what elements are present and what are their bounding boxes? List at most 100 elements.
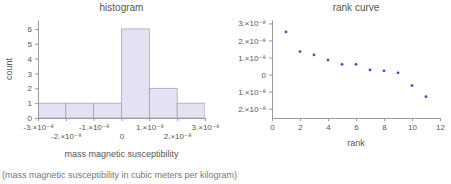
tick: -2.×10⁻⁸ bbox=[51, 118, 82, 141]
tick-label: 2.×10⁻⁸ bbox=[238, 105, 266, 114]
tick-label: 2 bbox=[298, 123, 303, 132]
tick-mark bbox=[35, 103, 38, 104]
tick-label: 0 bbox=[120, 132, 125, 141]
tick: 0 bbox=[270, 118, 275, 132]
point bbox=[341, 63, 344, 66]
tick-label: 2.×10⁻⁸ bbox=[164, 132, 192, 141]
tick-mark bbox=[35, 88, 38, 89]
tick-mark bbox=[328, 118, 329, 121]
tick-mark bbox=[269, 75, 272, 76]
panel: 0246810123.×10⁻⁸2.×10⁻⁸1.×10⁻⁸01.×10⁻⁸2.… bbox=[238, 2, 445, 148]
tick-mark bbox=[66, 118, 67, 121]
tick: 2 bbox=[298, 118, 303, 132]
tick-label: -2.×10⁻⁸ bbox=[51, 132, 82, 141]
yticks-axis: 0 1 2 3 4 5 6 bbox=[28, 21, 39, 124]
caption: (mass magnetic susceptibility in cubic m… bbox=[2, 170, 237, 180]
point bbox=[369, 69, 372, 72]
tick: 3 bbox=[28, 70, 38, 79]
axis-line bbox=[38, 21, 39, 119]
tick-mark bbox=[269, 57, 272, 58]
tick: 6 bbox=[354, 118, 359, 132]
tick: 0 bbox=[28, 114, 38, 123]
tick-mark bbox=[35, 29, 38, 30]
tick-label: 4 bbox=[326, 123, 331, 132]
tick-mark bbox=[35, 59, 38, 60]
tick-mark bbox=[35, 73, 38, 74]
tick: 2.×10⁻⁸ bbox=[164, 118, 192, 141]
tick-label: 5 bbox=[28, 40, 33, 49]
tick: 3.×10⁻⁸ bbox=[192, 118, 220, 132]
tick-label: 1.×10⁻⁸ bbox=[238, 54, 266, 63]
tick-mark bbox=[269, 40, 272, 41]
point bbox=[313, 54, 316, 57]
point bbox=[425, 95, 428, 98]
tick-label: 3.×10⁻⁸ bbox=[238, 19, 266, 28]
tick-label: 0 bbox=[28, 114, 33, 123]
tick-mark bbox=[269, 23, 272, 24]
tick: 4 bbox=[28, 55, 38, 64]
tick-label: 1.×10⁻⁸ bbox=[136, 123, 164, 132]
tick-mark bbox=[412, 118, 413, 121]
tick-label: 12 bbox=[436, 123, 445, 132]
point bbox=[299, 50, 302, 53]
tick-label: -1.×10⁻⁸ bbox=[79, 123, 110, 132]
tick: 4 bbox=[326, 118, 331, 132]
tick: 6 bbox=[28, 25, 38, 34]
bar bbox=[149, 88, 177, 118]
bar bbox=[94, 103, 122, 118]
tick-label: 3.×10⁻⁸ bbox=[192, 123, 220, 132]
tick: 5 bbox=[28, 40, 38, 49]
tick-label: 10 bbox=[408, 123, 417, 132]
tick-mark bbox=[177, 118, 178, 121]
tick: 2 bbox=[28, 84, 38, 93]
tick: -1.×10⁻⁸ bbox=[79, 118, 110, 132]
point bbox=[383, 69, 386, 72]
tick-mark bbox=[384, 118, 385, 121]
x-axis-title: mass magnetic susceptibility bbox=[64, 149, 179, 159]
tick: 3.×10⁻⁸ bbox=[238, 19, 272, 28]
tick: 1.×10⁻⁸ bbox=[136, 118, 164, 132]
chart: -3.×10⁻⁸-2.×10⁻⁸-1.×10⁻⁸01.×10⁻⁸2.×10⁻⁸3… bbox=[0, 0, 451, 184]
tick: 1 bbox=[28, 99, 38, 108]
plot-area bbox=[38, 29, 205, 118]
x-axis-title: rank bbox=[347, 138, 365, 148]
tick-label: 3 bbox=[28, 70, 33, 79]
tick: 12 bbox=[436, 118, 445, 132]
point bbox=[327, 59, 330, 62]
point bbox=[411, 84, 414, 87]
tick-label: 0 bbox=[270, 123, 275, 132]
tick-mark bbox=[149, 118, 150, 121]
point bbox=[397, 71, 400, 74]
point bbox=[355, 63, 358, 66]
tick-mark bbox=[440, 118, 441, 121]
tick-mark bbox=[205, 118, 206, 121]
tick-label: 0 bbox=[262, 71, 267, 80]
bar bbox=[122, 29, 150, 118]
tick-mark bbox=[356, 118, 357, 121]
panel: -3.×10⁻⁸-2.×10⁻⁸-1.×10⁻⁸01.×10⁻⁸2.×10⁻⁸3… bbox=[4, 2, 219, 159]
plot-area bbox=[285, 31, 428, 99]
xticks-axis: -3.×10⁻⁸-2.×10⁻⁸-1.×10⁻⁸ 0 1.×10⁻⁸2.×10⁻⁸3… bbox=[23, 118, 219, 141]
tick: 1.×10⁻⁸ bbox=[238, 54, 272, 63]
xticks-axis: 0 2 4 6 8 10 12 bbox=[270, 118, 445, 132]
bar bbox=[177, 103, 205, 118]
tick-label: 8 bbox=[382, 123, 387, 132]
tick-mark bbox=[35, 44, 38, 45]
tick-label: 6 bbox=[28, 25, 33, 34]
axis-line bbox=[272, 21, 273, 119]
title: histogram bbox=[100, 2, 144, 13]
tick-label: 4 bbox=[28, 55, 33, 64]
y-axis-title: count bbox=[4, 57, 14, 80]
tick: 0 bbox=[262, 71, 272, 80]
tick-mark bbox=[269, 109, 272, 110]
tick-label: 6 bbox=[354, 123, 359, 132]
tick-mark bbox=[269, 92, 272, 93]
yticks-axis: 3.×10⁻⁸2.×10⁻⁸1.×10⁻⁸01.×10⁻⁸2.×10⁻⁸ bbox=[238, 19, 272, 118]
bar bbox=[38, 103, 66, 118]
tick-label: 1 bbox=[28, 99, 33, 108]
point bbox=[285, 31, 288, 34]
tick: 2.×10⁻⁸ bbox=[238, 37, 272, 46]
tick: 0 bbox=[120, 118, 125, 141]
tick: 10 bbox=[408, 118, 417, 132]
tick-label: -3.×10⁻⁸ bbox=[23, 123, 54, 132]
